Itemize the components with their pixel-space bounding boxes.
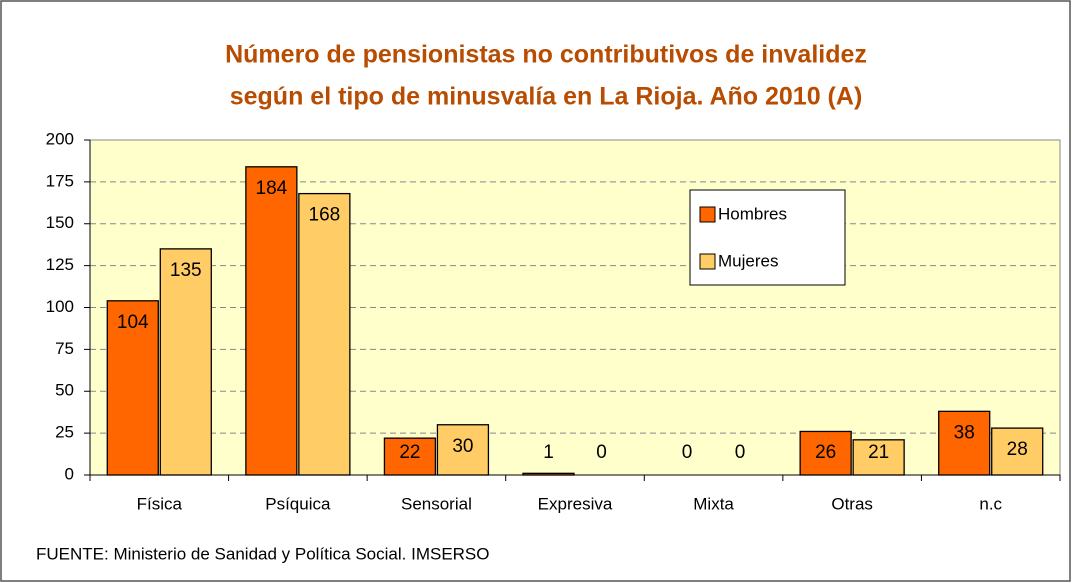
x-tick-label: Mixta (693, 494, 734, 513)
y-tick-label: 50 (55, 381, 74, 400)
bar (106, 300, 159, 476)
legend-swatch (699, 206, 716, 223)
bar (436, 424, 490, 476)
legend-label: Mujeres (718, 251, 778, 270)
y-tick-label: 100 (46, 297, 74, 316)
source-note: FUENTE: Ministerio de Sanidad y Política… (36, 544, 490, 563)
y-tick-label: 200 (46, 129, 74, 148)
y-tick-label: 125 (46, 255, 74, 274)
value-label: 0 (682, 442, 693, 463)
bar (383, 437, 437, 476)
value-label: 0 (596, 442, 607, 463)
value-label: 184 (256, 178, 288, 199)
bar (159, 248, 212, 476)
value-label: 28 (1007, 439, 1028, 460)
bar (852, 439, 905, 476)
chart-title: según el tipo de minusvalía en La Rioja.… (230, 83, 863, 111)
value-label: 168 (309, 205, 341, 226)
value-label: 21 (868, 442, 889, 463)
bar (799, 430, 852, 476)
legend-box (689, 189, 846, 286)
value-label: 0 (735, 442, 746, 463)
bar (991, 427, 1044, 476)
value-label: 38 (954, 422, 975, 443)
bar (298, 192, 351, 476)
chart-title: Número de pensionistas no contributivos … (225, 41, 867, 69)
value-label: 30 (452, 436, 473, 457)
y-tick-label: 150 (46, 213, 74, 232)
value-label: 26 (815, 442, 836, 463)
x-tick-label: Sensorial (401, 494, 472, 513)
bar (938, 410, 991, 476)
bar (522, 472, 575, 476)
bar (245, 166, 298, 476)
x-tick-label: Física (137, 494, 183, 513)
x-tick-label: Otras (831, 494, 873, 513)
x-tick-label: Psíquica (265, 494, 331, 513)
value-label: 135 (170, 260, 202, 281)
y-tick-label: 175 (46, 171, 74, 190)
legend-swatch (699, 253, 716, 270)
x-tick-label: Expresiva (538, 494, 613, 513)
x-tick-label: n.c (979, 494, 1002, 513)
value-label: 1 (543, 442, 554, 463)
y-tick-label: 0 (65, 464, 74, 483)
y-tick-label: 75 (55, 339, 74, 358)
y-tick-label: 25 (55, 423, 74, 442)
value-label: 22 (399, 442, 420, 463)
value-label: 104 (117, 312, 149, 333)
legend-label: Hombres (718, 204, 787, 223)
